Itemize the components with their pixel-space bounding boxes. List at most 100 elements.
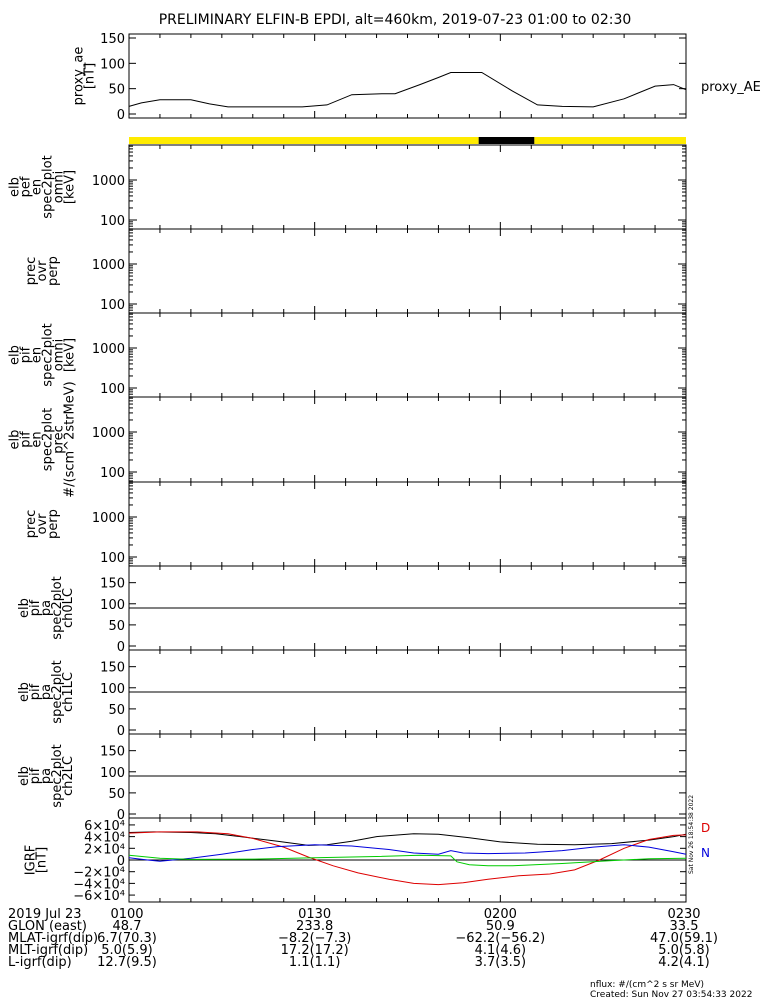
series-line-3 <box>128 854 687 867</box>
series-line-1 <box>128 831 687 886</box>
y-tick-label: 150 <box>100 661 125 676</box>
row-value: 48.7 <box>113 919 142 934</box>
row-value: −8.2(−7.3) <box>278 931 351 946</box>
y-axis-label: elb <box>17 766 32 786</box>
y-axis-label: pif <box>28 599 43 616</box>
row-value: 5.0(5.9) <box>101 943 153 958</box>
y-axis-label: perp <box>46 256 61 286</box>
y-axis-label: [keV] <box>63 338 78 372</box>
y-axis-label: en <box>30 431 45 447</box>
y-axis-label: [nT] <box>83 63 98 89</box>
y-axis-label: spec2plot <box>41 155 56 218</box>
row-label: MLT-igrf(dip) <box>8 943 88 958</box>
y-axis-label: pa <box>39 684 54 700</box>
y-axis-label: elb <box>17 598 32 618</box>
plot-title: PRELIMINARY ELFIN-B EPDI, alt=460km, 201… <box>159 12 632 28</box>
row-value: 4.2(4.1) <box>658 955 710 970</box>
created-stamp-vertical: Sat Nov 26 18:54:38 2022 <box>688 795 695 874</box>
y-tick-label: 150 <box>100 32 125 47</box>
y-tick-label: 100 <box>100 598 125 613</box>
panel-proxy-ae: 0 50 100 150 proxy_ae[nT] proxy_AE <box>72 32 761 123</box>
y-axis-label: en <box>30 347 45 363</box>
y-tick-label: −2×10⁴ <box>73 866 125 881</box>
y-axis-label: pef <box>19 176 34 197</box>
y-axis-label: ovr <box>35 260 50 282</box>
row-label: MLAT-igrf(dip) <box>8 931 98 946</box>
panel-frame <box>128 312 687 398</box>
y-axis-label: perp <box>46 509 61 539</box>
row-value: 5.0(5.8) <box>658 943 710 958</box>
y-axis-label: spec2plot <box>50 744 65 807</box>
y-axis-label: pif <box>19 346 34 363</box>
row-value: 6.7(70.3) <box>97 931 157 946</box>
y-axis-label: elb <box>17 682 32 702</box>
y-tick-label: 100 <box>100 214 125 229</box>
footer-created: Created: Sun Nov 27 03:54:33 2022 <box>590 990 752 1000</box>
row-value: 33.5 <box>670 919 699 934</box>
y-axis-label: ch2LC <box>61 756 76 796</box>
row-label: GLON (east) <box>8 919 87 934</box>
panel-frame <box>128 396 687 483</box>
y-axis-label: ch1LC <box>61 672 76 712</box>
row-value: 0130 <box>298 907 331 922</box>
series-line-2 <box>128 844 687 862</box>
row-label: 2019 Jul 23 <box>8 907 82 922</box>
y-tick-label: 100 <box>100 57 125 72</box>
y-axis-label: IGRF <box>24 845 39 875</box>
row-value: 0200 <box>484 907 517 922</box>
y-axis-label: ch0LC <box>61 588 76 628</box>
footer-units: nflux: #/(cm^2 s sr MeV) <box>590 980 704 990</box>
row-value: 47.0(59.1) <box>650 931 718 946</box>
y-axis-label: [keV] <box>63 170 78 204</box>
legend-proxy-ae: proxy_AE <box>701 80 761 95</box>
y-axis-label: pif <box>28 683 43 700</box>
y-axis-label: pa <box>39 600 54 616</box>
y-axis-label: prec <box>52 425 67 453</box>
panel-igrf: −6×10⁴−4×10⁴−2×10⁴02×10⁴4×10⁴6×10⁴IGRF[n… <box>24 795 711 904</box>
row-value: 4.1(4.6) <box>475 943 527 958</box>
y-tick-label: 100 <box>100 551 125 566</box>
series-line-0 <box>128 831 687 846</box>
y-tick-label: 1000 <box>92 174 125 189</box>
y-tick-label: 1000 <box>92 342 125 357</box>
panel-status-bar <box>129 137 686 144</box>
y-axis-label: spec2plot <box>41 408 56 471</box>
y-tick-label: 100 <box>100 682 125 697</box>
y-tick-label: 1000 <box>92 258 125 273</box>
legend-label-N: N <box>701 846 710 860</box>
row-value: 0100 <box>110 907 143 922</box>
y-axis-label: prec <box>24 510 39 538</box>
row-value: 233.8 <box>296 919 333 934</box>
row-value: 50.9 <box>486 919 515 934</box>
series-line-proxy-ae <box>128 72 687 108</box>
panel-frame <box>128 33 687 119</box>
panel-spectrogram-4: 100 1000 elbpifenspec2plotprec#/(scm^2strM… <box>8 381 687 498</box>
y-tick-label: 50 <box>108 703 125 718</box>
y-axis-label: proxy_ae <box>72 47 87 106</box>
y-axis-label: pif <box>19 431 34 448</box>
y-tick-label: 4×10⁴ <box>84 831 125 846</box>
y-tick-label: 50 <box>108 619 125 634</box>
y-tick-label: 0 <box>117 108 125 123</box>
y-tick-label: −6×10⁴ <box>73 889 125 904</box>
y-tick-label: 0 <box>117 854 125 869</box>
y-axis-label: #/(scm^2strMeV) <box>63 381 78 498</box>
y-tick-label: 100 <box>100 298 125 313</box>
panel-frame <box>128 228 687 314</box>
y-axis-label: elb <box>8 345 23 365</box>
y-axis-label: ovr <box>35 513 50 535</box>
y-axis-label: omni <box>52 339 67 371</box>
y-tick-label: 0 <box>117 808 125 823</box>
row-value: 3.7(3.5) <box>475 955 527 970</box>
panel-frame <box>128 144 687 230</box>
y-axis-label: elb <box>8 430 23 450</box>
y-axis-label: omni <box>52 171 67 203</box>
y-tick-label: 6×10⁴ <box>84 819 125 834</box>
